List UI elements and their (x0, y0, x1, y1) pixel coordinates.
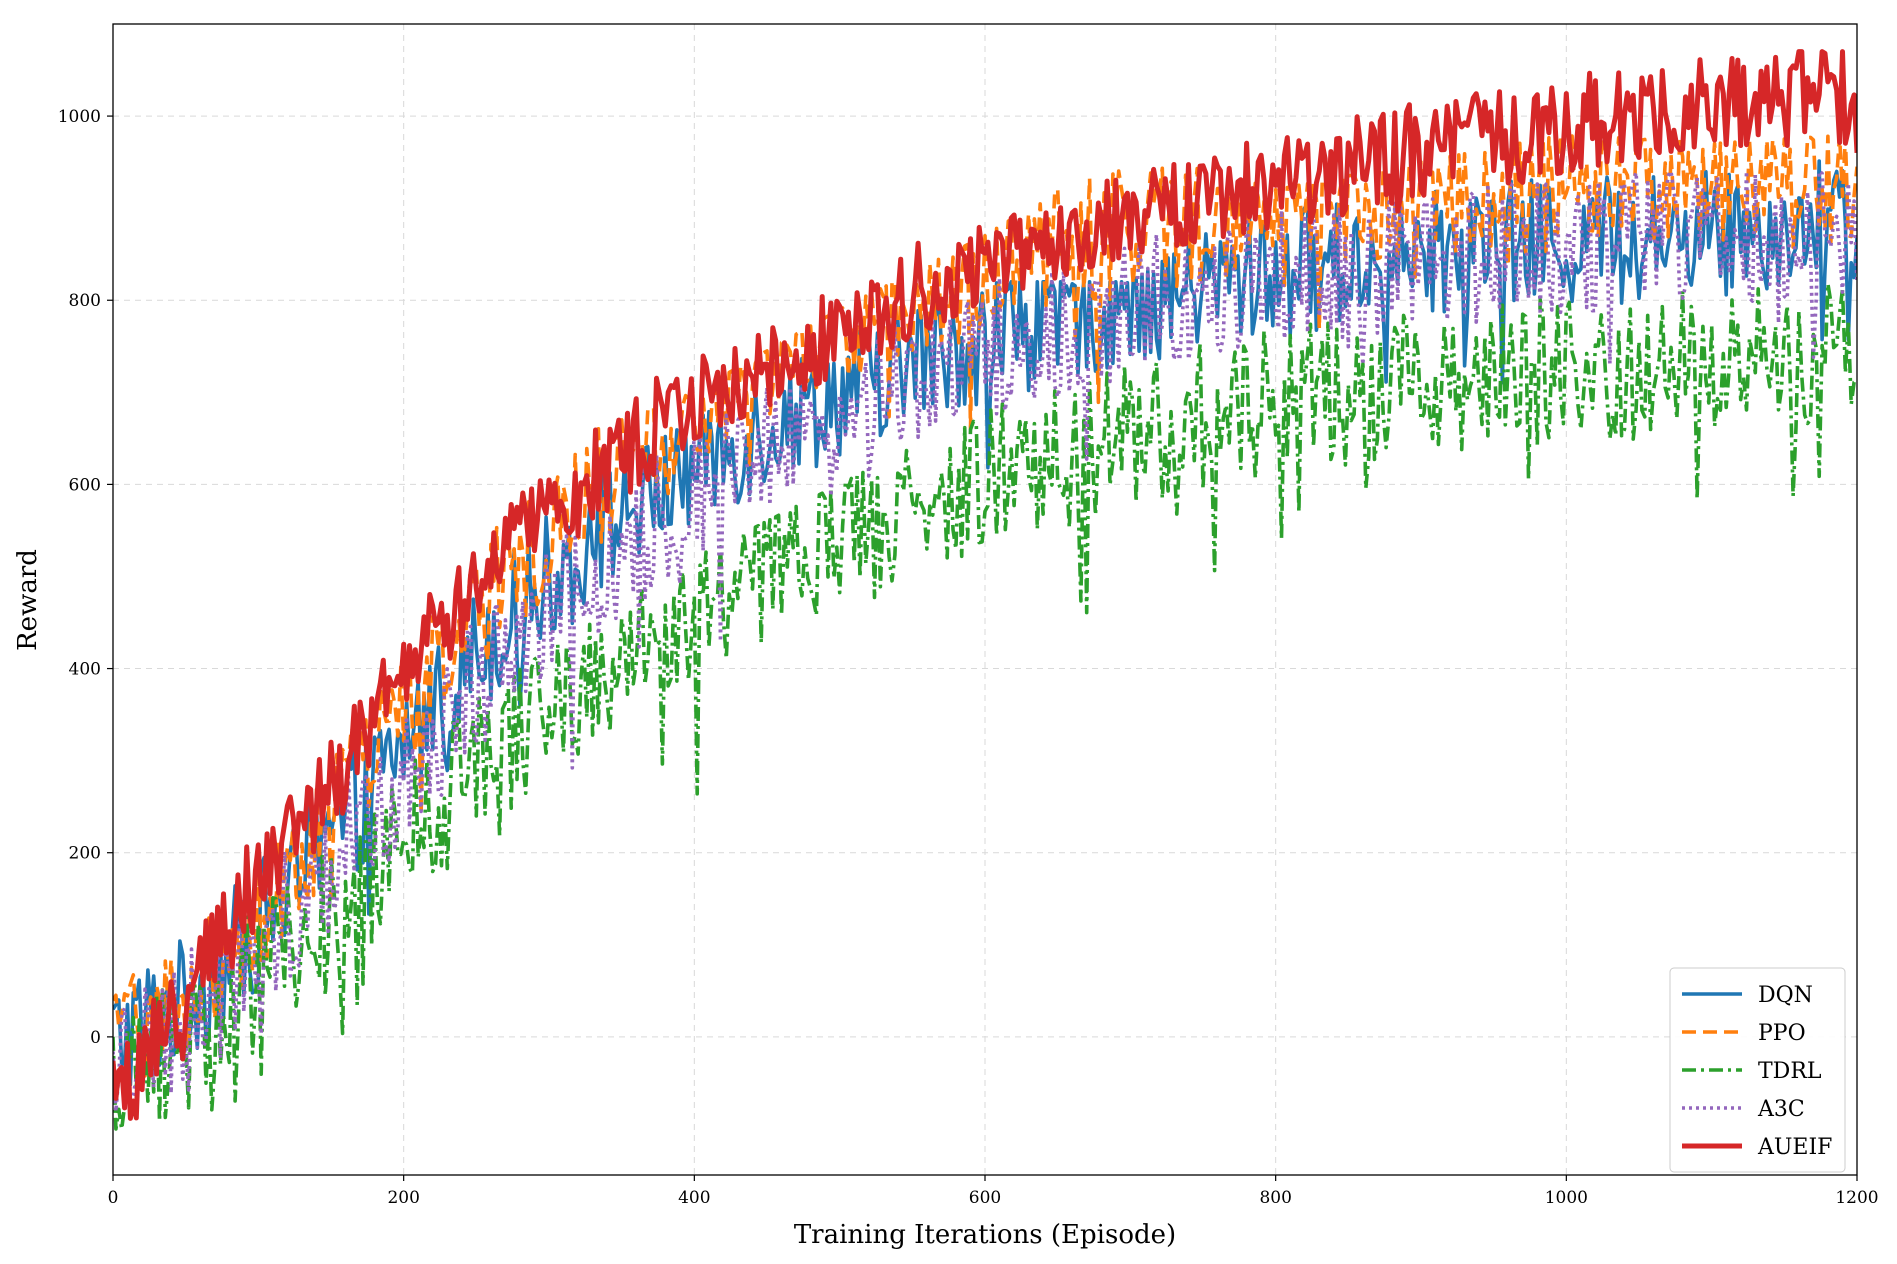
x-tick-label: 600 (969, 1188, 1001, 1208)
y-tick-label: 1000 (58, 107, 101, 127)
legend-label-dqn: DQN (1758, 983, 1813, 1008)
series-line-ppo (113, 133, 1857, 1079)
x-tick-label: 800 (1259, 1188, 1291, 1208)
y-tick-label: 200 (69, 844, 101, 864)
legend-label-ppo: PPO (1758, 1021, 1806, 1046)
x-tick-label: 1200 (1835, 1188, 1878, 1208)
legend: DQN PPO TDRL A3C AUEIF (1669, 967, 1846, 1173)
y-axis-label: Reward (13, 549, 43, 651)
series-line-tdrl (113, 282, 1857, 1131)
y-tick-label: 0 (90, 1028, 101, 1048)
legend-box (1669, 967, 1846, 1173)
x-tick-label: 400 (678, 1188, 710, 1208)
y-tick-label: 600 (69, 475, 101, 495)
x-tick-label: 200 (387, 1188, 419, 1208)
x-tick-label: 1000 (1545, 1188, 1588, 1208)
legend-label-tdrl: TDRL (1758, 1059, 1822, 1084)
legend-label-aueif: AUEIF (1757, 1135, 1832, 1160)
series-layer (113, 49, 1857, 1131)
y-tick-label: 800 (69, 291, 101, 311)
y-axis: 0 200 400 600 800 1000 (58, 107, 113, 1048)
x-axis-label: Training Iterations (Episode) (794, 1220, 1176, 1250)
x-axis: 0 200 400 600 800 1000 1200 (108, 1175, 1879, 1208)
y-tick-label: 400 (69, 660, 101, 680)
x-tick-label: 0 (108, 1188, 119, 1208)
series-line-a3c (113, 169, 1857, 1114)
series-line-aueif (113, 49, 1857, 1121)
legend-label-a3c: A3C (1757, 1097, 1805, 1122)
